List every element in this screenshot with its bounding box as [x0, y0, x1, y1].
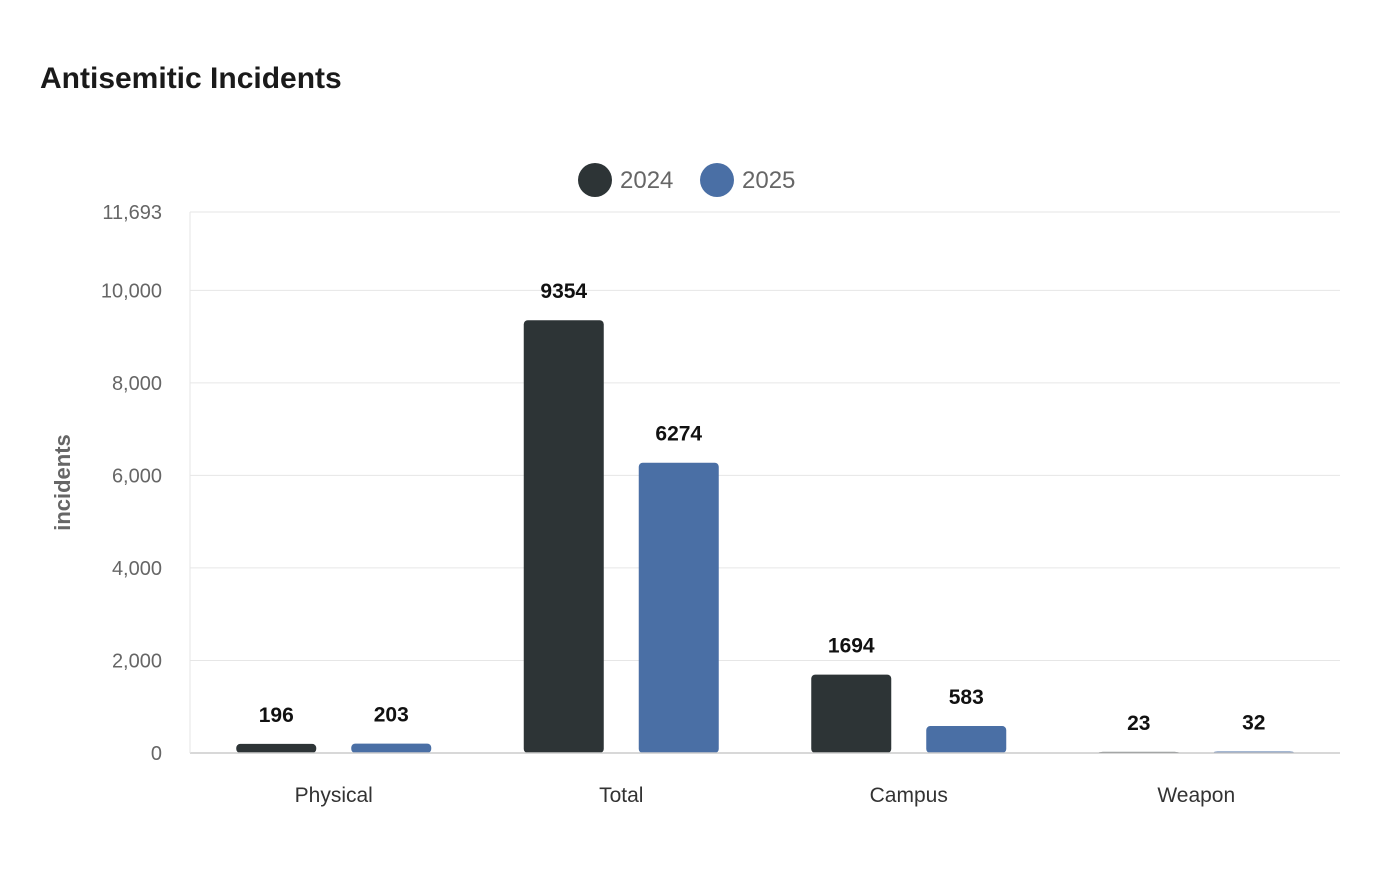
- bar-physical-2025[interactable]: [351, 743, 432, 753]
- x-axis-categories: Physical Total Campus Weapon: [295, 784, 1236, 807]
- data-label: 583: [949, 686, 984, 709]
- legend-label-2024[interactable]: 2024: [620, 167, 673, 194]
- bar-total-2025[interactable]: [638, 462, 719, 753]
- y-axis-title: incidents: [50, 434, 75, 531]
- data-label: 1694: [828, 635, 875, 658]
- bars: [236, 320, 1294, 753]
- gridlines: [190, 211, 1340, 661]
- x-category-label: Total: [599, 784, 643, 807]
- data-label: 196: [259, 704, 294, 727]
- data-label: 23: [1127, 712, 1150, 735]
- x-category-label: Weapon: [1157, 784, 1235, 807]
- data-labels: 196 203 9354 6274 1694 583 23 32: [259, 280, 1266, 735]
- data-label: 9354: [540, 280, 587, 303]
- y-tick-label: 11,693: [102, 202, 162, 224]
- legend-marker-2025[interactable]: [700, 163, 734, 197]
- y-tick-label: 4,000: [112, 558, 162, 580]
- y-axis-ticks: 0 2,000 4,000 6,000 8,000 10,000 11,693: [101, 202, 162, 765]
- data-label: 6274: [655, 423, 702, 446]
- x-category-label: Physical: [295, 784, 373, 807]
- legend-label-2025[interactable]: 2025: [742, 167, 795, 194]
- legend-marker-2024[interactable]: [578, 163, 612, 197]
- y-tick-label: 8,000: [112, 373, 162, 395]
- bar-physical-2024[interactable]: [236, 743, 317, 753]
- bar-campus-2025[interactable]: [926, 726, 1007, 753]
- bar-total-2024[interactable]: [523, 320, 604, 753]
- x-category-label: Campus: [870, 784, 948, 807]
- y-tick-label: 6,000: [112, 465, 162, 487]
- y-tick-label: 0: [151, 743, 162, 765]
- chart-title: Antisemitic Incidents: [40, 62, 342, 95]
- y-tick-label: 2,000: [112, 650, 162, 672]
- y-tick-label: 10,000: [101, 280, 162, 302]
- data-label: 32: [1242, 712, 1265, 735]
- legend[interactable]: 2024 2025: [578, 163, 795, 197]
- data-label: 203: [374, 704, 409, 727]
- bar-campus-2024[interactable]: [811, 674, 892, 753]
